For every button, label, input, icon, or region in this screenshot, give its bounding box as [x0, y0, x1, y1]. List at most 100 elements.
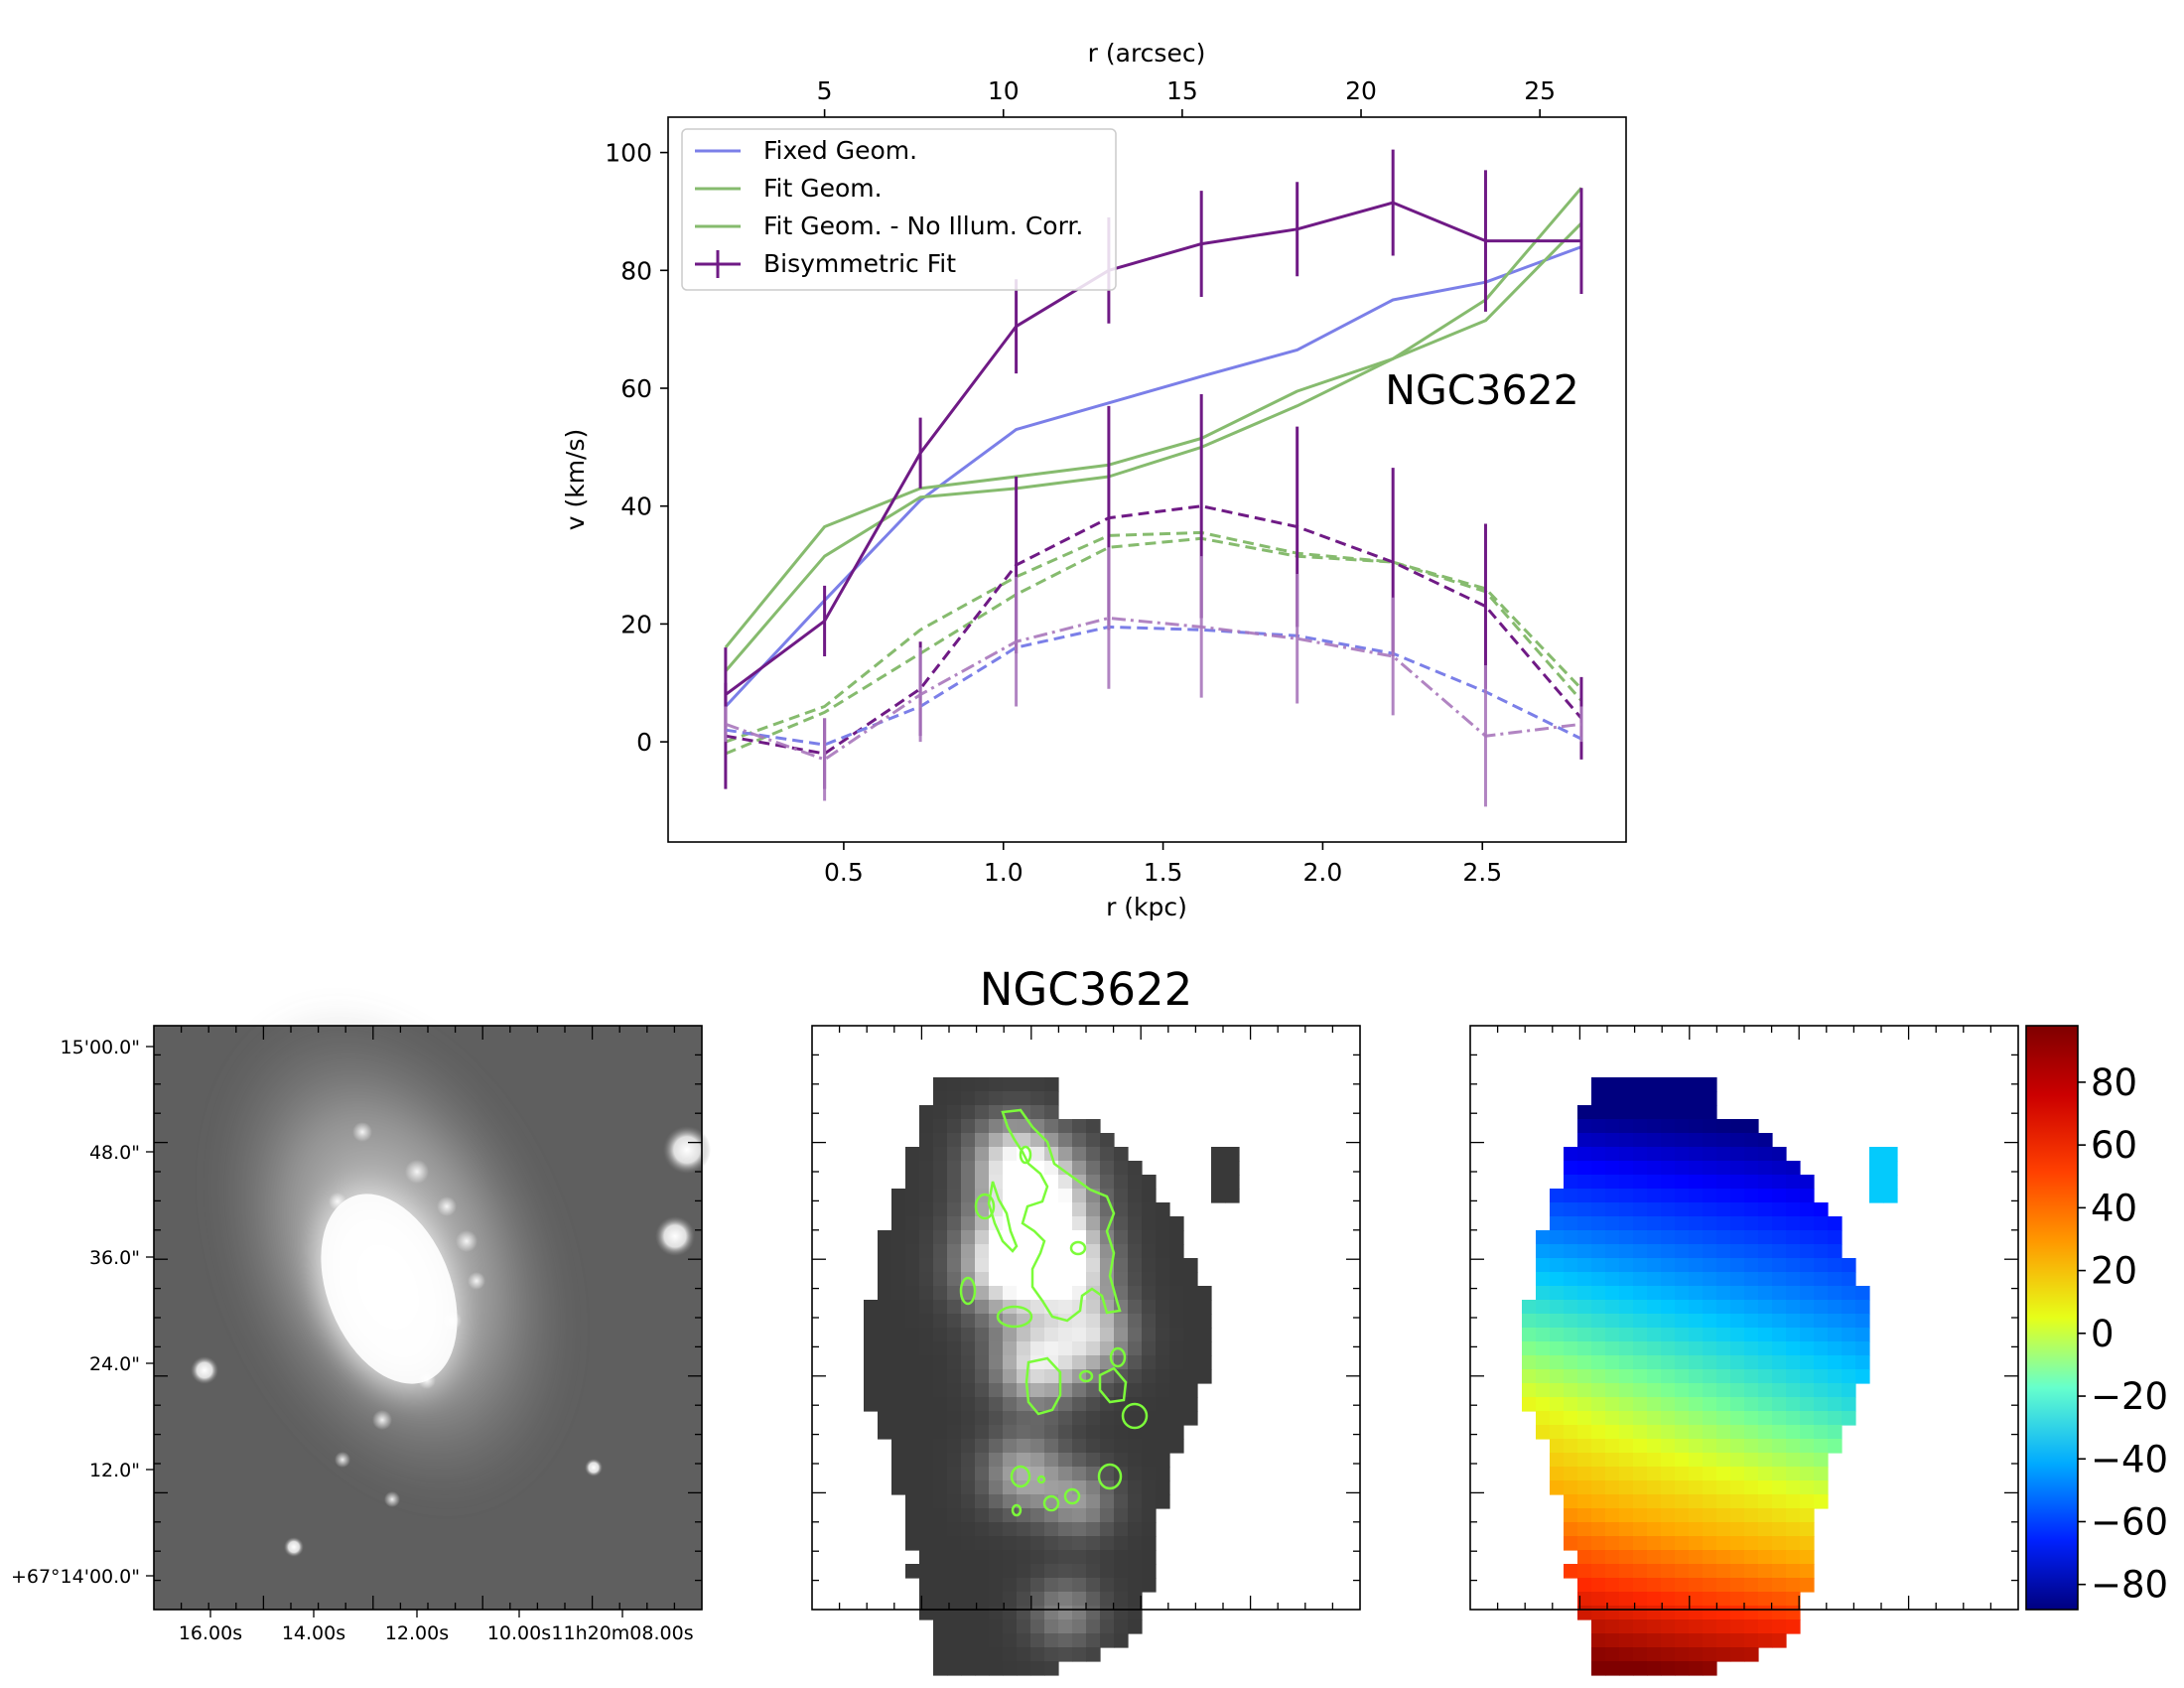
velocity-pixel: [1661, 1494, 1676, 1509]
flux-pixel: [919, 1341, 934, 1356]
flux-pixel: [1100, 1328, 1115, 1342]
velocity-pixel: [1772, 1355, 1787, 1370]
flux-pixel: [1086, 1119, 1101, 1134]
velocity-pixel: [1661, 1536, 1676, 1551]
flux-pixel: [1183, 1328, 1198, 1342]
velocity-pixel: [1564, 1314, 1578, 1329]
flux-pixel: [1058, 1341, 1073, 1356]
velocity-pixel: [1522, 1328, 1537, 1342]
flux-pixel: [961, 1467, 976, 1481]
velocity-pixel: [1703, 1480, 1717, 1495]
flux-pixel: [961, 1077, 976, 1092]
flux-pixel: [1142, 1550, 1157, 1565]
velocity-pixel: [1619, 1189, 1634, 1203]
velocity-pixel: [1564, 1467, 1578, 1481]
flux-pixel: [933, 1272, 948, 1287]
flux-pixel: [919, 1216, 934, 1231]
flux-pixel: [975, 1522, 990, 1537]
flux-pixel: [1156, 1272, 1170, 1287]
colorbar-gradient: [2026, 1026, 2078, 1610]
x-tick-label: 1.5: [1144, 858, 1183, 887]
flux-pixel: [933, 1258, 948, 1273]
velocity-pixel: [1564, 1508, 1578, 1523]
flux-pixel: [933, 1522, 948, 1537]
velocity-pixel: [1564, 1286, 1578, 1301]
flux-pixel: [905, 1397, 920, 1412]
velocity-pixel: [1577, 1425, 1592, 1440]
velocity-pixel: [1814, 1425, 1829, 1440]
flux-pixel: [1156, 1383, 1170, 1398]
flux-pixel: [1128, 1341, 1143, 1356]
velocity-pixel: [1661, 1578, 1676, 1593]
flux-pixel: [1072, 1230, 1087, 1245]
flux-pixel: [1128, 1328, 1143, 1342]
velocity-pixel: [1564, 1536, 1578, 1551]
velocity-pixel: [1716, 1355, 1731, 1370]
velocity-pixel: [1772, 1216, 1787, 1231]
flux-pixel: [1017, 1647, 1031, 1662]
optical-star: [191, 1356, 218, 1384]
flux-pixel: [1114, 1189, 1129, 1203]
flux-pixel: [933, 1508, 948, 1523]
velocity-pixel: [1689, 1175, 1704, 1190]
velocity-pixel: [1591, 1480, 1606, 1495]
flux-pixel: [947, 1564, 962, 1579]
velocity-pixel: [1564, 1202, 1578, 1217]
velocity-pixel: [1800, 1355, 1815, 1370]
flux-pixel: [975, 1175, 990, 1190]
velocity-pixel: [1675, 1494, 1690, 1509]
flux-pixel: [1156, 1244, 1170, 1259]
velocity-pixel: [1744, 1592, 1759, 1607]
flux-pixel: [1044, 1189, 1059, 1203]
velocity-pixel: [1800, 1425, 1815, 1440]
colorbar-tick-label: 40: [2091, 1187, 2137, 1229]
velocity-pixel: [1703, 1592, 1717, 1607]
velocity-pixel: [1786, 1619, 1801, 1634]
velocity-pixel: [1716, 1592, 1731, 1607]
velocity-pixel: [1730, 1230, 1745, 1245]
velocity-pixel: [1661, 1314, 1676, 1329]
flux-pixel: [1030, 1328, 1045, 1342]
flux-pixel: [905, 1369, 920, 1384]
velocity-pixel: [1591, 1147, 1606, 1162]
flux-pixel: [1142, 1202, 1157, 1217]
flux-pixel: [1128, 1161, 1143, 1176]
velocity-pixel: [1855, 1328, 1870, 1342]
flux-pixel: [975, 1133, 990, 1148]
legend-box: [681, 128, 1117, 291]
flux-pixel: [961, 1439, 976, 1454]
flux-pixel: [975, 1272, 990, 1287]
velocity-pixel: [1758, 1230, 1773, 1245]
velocity-pixel: [1633, 1633, 1648, 1648]
flux-pixel: [1072, 1453, 1087, 1468]
velocity-pixel: [1758, 1244, 1773, 1259]
flux-pixel: [933, 1216, 948, 1231]
flux-pixel: [919, 1397, 934, 1412]
flux-pixel: [933, 1564, 948, 1579]
flux-pixel: [1114, 1453, 1129, 1468]
flux-pixel: [1044, 1244, 1059, 1259]
velocity-pixel: [1716, 1202, 1731, 1217]
velocity-pixel: [1814, 1230, 1829, 1245]
velocity-pixel: [1564, 1439, 1578, 1454]
velocity-pixel: [1619, 1133, 1634, 1148]
flux-pixel: [1044, 1606, 1059, 1620]
velocity-pixel: [1661, 1119, 1676, 1134]
flux-pixel: [1211, 1147, 1226, 1162]
velocity-pixel: [1661, 1175, 1676, 1190]
flux-pixel: [1156, 1425, 1170, 1440]
flux-pixel: [961, 1189, 976, 1203]
flux-pixel: [1017, 1328, 1031, 1342]
flux-pixel: [1114, 1522, 1129, 1537]
flux-pixel: [878, 1411, 892, 1426]
flux-pixel: [1156, 1202, 1170, 1217]
velocity-pixel: [1661, 1453, 1676, 1468]
velocity-pixel: [1661, 1383, 1676, 1398]
flux-pixel: [878, 1328, 892, 1342]
velocity-pixel: [1730, 1119, 1745, 1134]
dec-tick-label: 24.0": [89, 1353, 140, 1375]
velocity-pixel: [1564, 1161, 1578, 1176]
velocity-pixel: [1703, 1175, 1717, 1190]
velocity-pixel: [1730, 1508, 1745, 1523]
velocity-pixel: [1758, 1508, 1773, 1523]
